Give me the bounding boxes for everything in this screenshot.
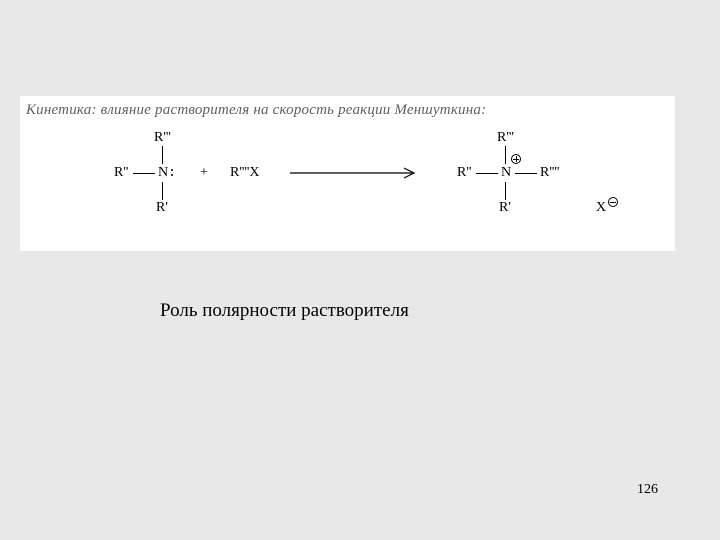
bond-p-left xyxy=(476,173,498,174)
r1-center: N xyxy=(158,165,168,181)
p-top: R''' xyxy=(497,130,514,146)
reaction-arrow xyxy=(290,167,420,179)
p-left: R'' xyxy=(457,165,471,181)
bond-r1-top xyxy=(162,146,163,164)
charge-plus-icon xyxy=(511,154,521,164)
p-right: R'''' xyxy=(540,165,559,181)
r1-bottom: R' xyxy=(156,200,168,216)
bond-r1-bottom xyxy=(162,182,163,200)
lonepair-dot xyxy=(171,169,173,171)
anion-label: X xyxy=(596,200,606,216)
p-bottom: R' xyxy=(499,200,511,216)
slide-caption: Роль полярности растворителя xyxy=(160,300,409,322)
r2-label: R''''X xyxy=(230,165,260,181)
plus-symbol: + xyxy=(200,165,208,181)
page-number: 126 xyxy=(637,482,658,498)
p-center: N xyxy=(501,165,511,181)
charge-minus-icon xyxy=(608,197,618,207)
lonepair-dot xyxy=(171,174,173,176)
content-panel: Кинетика: влияние растворителя на скорос… xyxy=(20,96,675,251)
reaction-diagram: R''' R'' N R' + R''''X R''' R'' N R'''' … xyxy=(20,130,675,240)
bond-r1-left xyxy=(133,173,155,174)
bond-p-bottom xyxy=(505,182,506,200)
bond-p-top xyxy=(505,146,506,164)
bond-p-right xyxy=(515,173,537,174)
r1-left: R'' xyxy=(114,165,128,181)
slide-heading: Кинетика: влияние растворителя на скорос… xyxy=(26,102,486,119)
r1-top: R''' xyxy=(154,130,171,146)
